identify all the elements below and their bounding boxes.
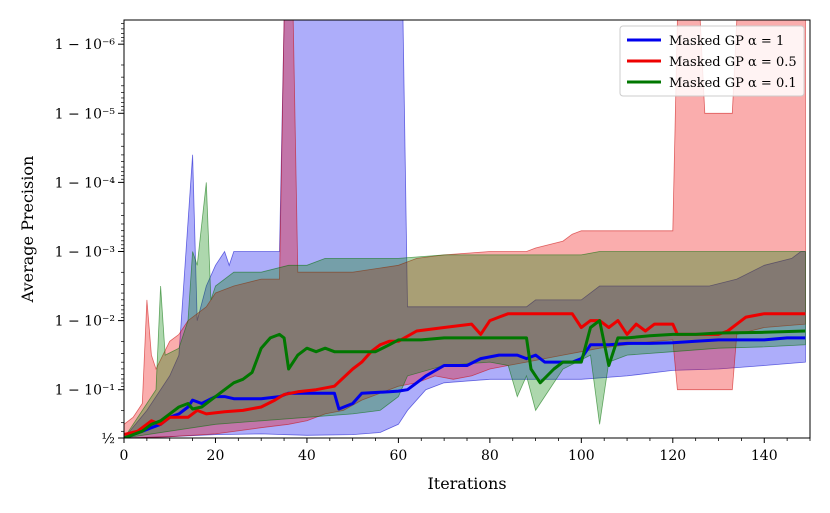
confidence-bands (124, 20, 806, 438)
y-tick-label: 1 − 10⁻² (55, 314, 115, 330)
x-tick-label: 60 (389, 448, 407, 464)
y-tick-label: ½ (101, 431, 115, 447)
band-series-2 (124, 20, 806, 438)
x-tick-label: 40 (298, 448, 316, 464)
mean-line-series-1 (124, 336, 806, 438)
x-tick-label: 120 (659, 448, 686, 464)
x-axis-label: Iterations (427, 474, 506, 493)
y-axis-ticks: ½ 1 − 10⁻¹ 1 − 10⁻² 1 − 10⁻³ 1 − 10⁻⁴ 1 − 10⁻… (55, 23, 124, 447)
y-axis-label: Average Precision (18, 156, 37, 304)
legend-box (619, 25, 805, 97)
x-tick-label: 140 (751, 448, 778, 464)
y-tick-label: 1 − 10⁻⁴ (55, 175, 116, 191)
legend: Masked GP α = 1 Masked GP α = 0.5 Masked G… (619, 25, 805, 97)
x-tick-label: 20 (207, 448, 225, 464)
y-tick-label: 1 − 10⁻⁵ (55, 106, 116, 122)
x-axis-ticks: 0 20 40 60 80 100 120 140 (120, 438, 811, 464)
x-tick-label: 80 (481, 448, 499, 464)
mean-line-series-3 (124, 319, 806, 438)
y-tick-label: 1 − 10⁻⁶ (55, 37, 116, 53)
y-tick-label: 1 − 10⁻¹ (55, 383, 115, 399)
legend-label: Masked GP α = 0.5 (669, 55, 797, 70)
x-tick-label: 100 (568, 448, 595, 464)
y-tick-label: 1 − 10⁻³ (55, 244, 115, 260)
x-tick-label: 0 (120, 448, 129, 464)
legend-label: Masked GP α = 1 (669, 34, 784, 49)
mean-lines (124, 312, 806, 438)
legend-label: Masked GP α = 0.1 (669, 76, 797, 91)
band-series-1 (124, 20, 806, 438)
